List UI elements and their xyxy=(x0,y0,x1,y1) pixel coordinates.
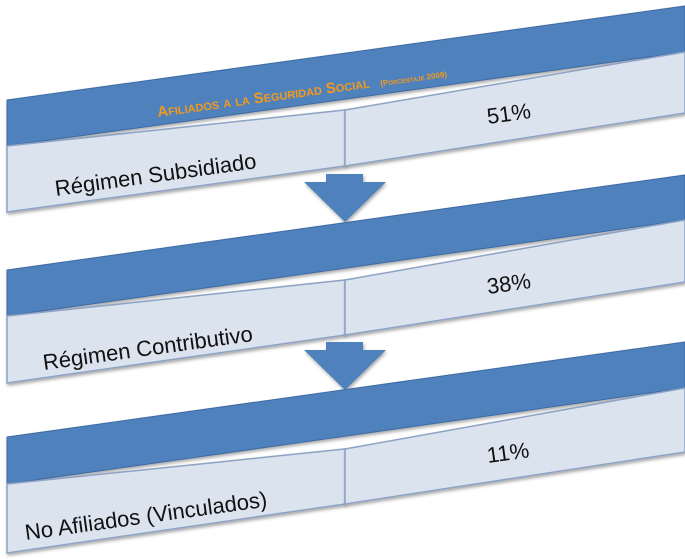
value-cell-2 xyxy=(344,219,685,336)
row-value-2: 38% xyxy=(485,268,532,299)
band-1 xyxy=(6,5,685,147)
section-1: Afiliados a la Seguridad Social (Porcent… xyxy=(6,5,685,213)
row-value-3: 11% xyxy=(485,437,530,468)
section-2: Régimen Contributivo 38% xyxy=(6,174,685,384)
value-cell-1 xyxy=(344,51,685,167)
down-arrow-icon xyxy=(304,342,386,390)
band-2 xyxy=(6,174,685,317)
value-cell-3 xyxy=(344,387,685,505)
down-arrow-icon xyxy=(304,174,386,222)
row-value-1: 51% xyxy=(485,98,532,129)
section-3: No Afiliados (Vinculados) 11% xyxy=(6,341,685,554)
band-3 xyxy=(6,341,685,485)
